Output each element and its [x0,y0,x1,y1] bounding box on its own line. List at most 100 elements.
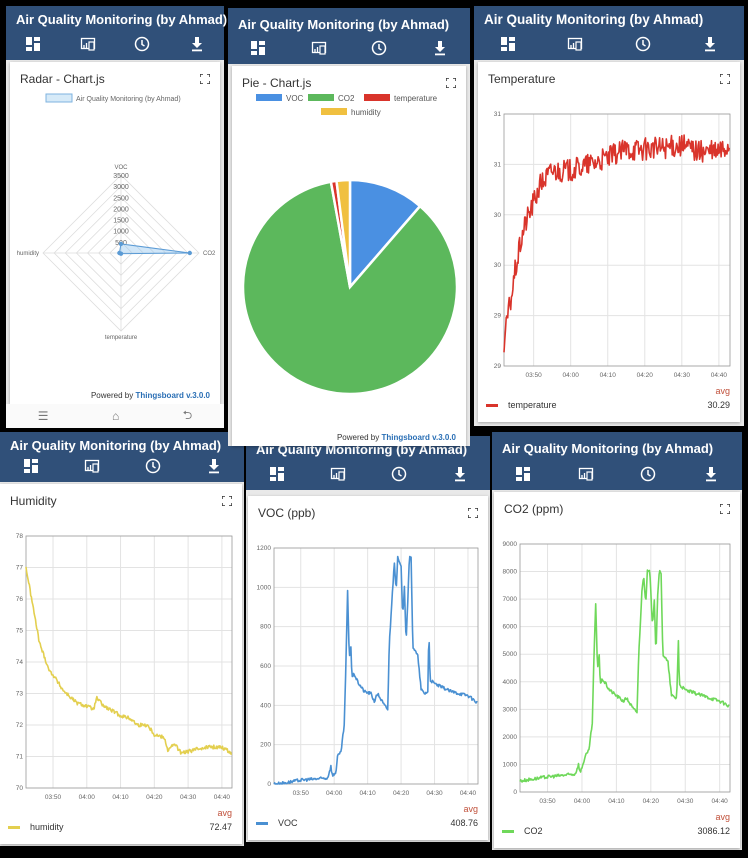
panel-temperature: Air Quality Monitoring (by Ahmad) Temper… [474,6,744,426]
dashboard-icon[interactable] [515,466,531,482]
y-tick-label: 31 [494,161,502,168]
humidity-line-chart: 70 71 72 73 74 75 76 77 78 03:50 04:00 04:10 04:20 04… [16,533,233,801]
y-tick-label: 4000 [503,679,518,686]
legend-swatch-co2[interactable] [308,94,334,101]
y-tick-label: 8000 [503,569,518,576]
clock-icon[interactable] [391,466,407,482]
y-tick-label: 400 [260,702,271,709]
download-icon[interactable] [432,40,448,56]
widget-title: CO2 (ppm) [504,502,564,516]
dashboard-icon[interactable] [25,36,41,52]
pie-slice-co2[interactable] [241,180,459,396]
panel-humidity: Air Quality Monitoring (by Ahmad) Humidi… [0,432,244,846]
thingsboard-link[interactable]: Thingsboard v.3.0.0 [135,391,210,400]
devices-icon[interactable] [330,466,346,482]
powered-by: Powered by Thingsboard v.3.0.0 [91,391,210,400]
dashboard-title: Air Quality Monitoring (by Ahmad) [502,441,714,456]
dashboard-icon[interactable] [269,466,285,482]
legend-series-label[interactable]: temperature [508,400,557,410]
co2-line-chart: 0 1000 2000 3000 4000 5000 6000 7000 8000 9000 03:… [503,541,731,805]
devices-icon[interactable] [84,458,100,474]
powered-prefix: Powered by [336,433,380,442]
clock-icon[interactable] [134,36,150,52]
legend-swatch-voc[interactable] [256,94,282,101]
co2-widget: CO2 (ppm) 0 1000 2000 3000 4000 5000 6000 7000 80… [494,492,740,848]
devices-icon[interactable] [80,36,96,52]
voc-series-line [273,555,478,785]
dashboard-title: Air Quality Monitoring (by Ahmad) [10,438,222,453]
y-tick-label: 200 [260,742,271,749]
avg-header: avg [715,386,730,396]
radar-widget: Radar - Chart.js Air Quality Monitoring … [10,62,220,404]
plot-frame [25,535,233,789]
widget-title: Radar - Chart.js [20,72,105,86]
y-tick-label: 5000 [503,651,518,658]
download-icon[interactable] [702,36,718,52]
x-tick-label: 04:20 [637,372,654,379]
y-tick-label: 76 [16,596,24,603]
x-tick-label: 04:00 [574,798,591,805]
download-icon[interactable] [189,36,205,52]
home-icon[interactable]: ⌂ [111,409,120,423]
devices-icon[interactable] [311,40,327,56]
radar-point[interactable] [117,250,122,256]
radar-point[interactable] [187,250,192,256]
dashboard-header: Air Quality Monitoring (by Ahmad) [0,432,244,482]
dashboard-title: Air Quality Monitoring (by Ahmad) [238,17,450,32]
legend-series-label[interactable]: VOC [278,818,298,828]
clock-icon[interactable] [635,36,651,52]
radar-tick-label: 3000 [113,184,129,191]
dashboard-header: Air Quality Monitoring (by Ahmad) [6,6,227,60]
clock-icon[interactable] [371,40,387,56]
download-icon[interactable] [452,466,468,482]
dashboard-icon[interactable] [250,40,266,56]
radar-axis-label: VOC [114,165,128,171]
menu-icon[interactable]: ☰ [37,409,49,423]
thingsboard-link[interactable]: Thingsboard v.3.0.0 [381,433,456,442]
pie-slice-voc[interactable] [348,178,422,291]
dashboard-icon[interactable] [23,458,39,474]
y-tick-label: 72 [16,722,24,729]
legend-swatch [8,826,20,830]
toolbar [246,466,490,482]
clock-icon[interactable] [640,466,656,482]
download-icon[interactable] [206,458,222,474]
legend-swatch-humidity[interactable] [321,108,347,115]
clock-icon[interactable] [145,458,161,474]
devices-icon[interactable] [567,36,583,52]
devices-icon[interactable] [578,466,594,482]
dashboard-icon[interactable] [500,36,516,52]
widget-title: Humidity [10,494,57,508]
x-tick-label: 04:30 [180,794,197,801]
powered-prefix: Powered by [90,391,134,400]
pie-slice-humidity[interactable] [335,178,352,288]
radar-tick-label: 1000 [113,229,129,236]
legend-swatch [502,830,514,834]
x-tick-label: 04:40 [712,798,729,805]
x-tick-label: 04:40 [460,790,477,797]
dashboard-header: Air Quality Monitoring (by Ahmad) [474,6,744,60]
y-tick-label: 1000 [257,584,272,591]
download-icon[interactable] [703,466,719,482]
chart-legend: avg temperature 30.29 [486,386,730,410]
radar-axis-label: CO2 [203,251,216,257]
y-tick-label: 75 [16,628,24,635]
x-tick-label: 03:50 [525,372,542,379]
avg-header: avg [217,808,232,818]
legend-label: CO2 [338,94,355,103]
radar-point[interactable] [118,241,124,247]
widget-title: VOC (ppb) [258,506,316,520]
radar-axis-label: humidity [17,251,39,257]
back-icon[interactable]: ⮌ [182,407,193,422]
legend-swatch-temperature[interactable] [364,94,390,101]
chart-legend: avg VOC 408.76 [256,804,478,828]
avg-header: avg [463,804,478,814]
y-tick-label: 1000 [503,761,518,768]
radar-tick-label: 2500 [113,195,129,202]
plot-frame [519,543,731,793]
legend-series-label[interactable]: CO2 [524,826,543,836]
legend-series-label[interactable]: humidity [30,822,64,832]
chart-legend: avg CO2 3086.12 [502,812,730,836]
legend-label: humidity [351,108,381,117]
plot-frame [503,113,731,367]
